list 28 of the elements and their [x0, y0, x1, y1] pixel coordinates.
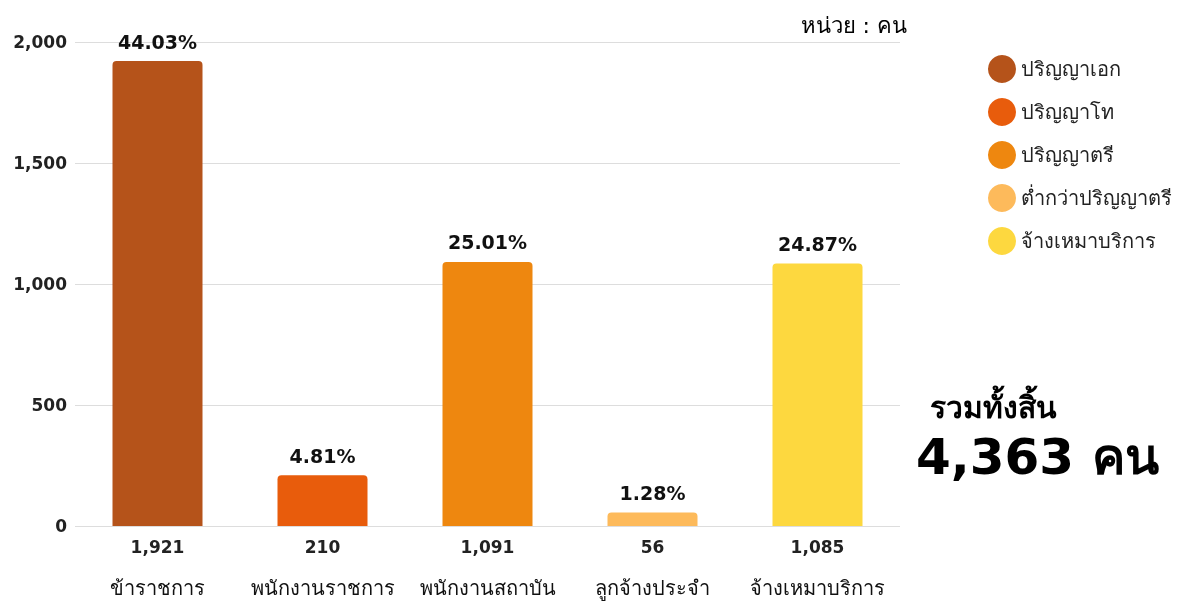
data-label: 1,091 [460, 536, 515, 557]
text: 4,363 คน [916, 428, 1159, 486]
data-label: 1,085 [790, 536, 845, 557]
text: รวมทั้งสิ้น [930, 384, 1057, 425]
x-tick-label: พนักงานราชการ [250, 576, 395, 600]
annotation: 4.81% [289, 444, 356, 467]
annotation: 24.87% [777, 232, 858, 255]
legend-label: ต่ำกว่าปริญญาตรี [1021, 184, 1172, 210]
y-tick-label: 1,000 [13, 274, 68, 294]
x-tick-label: ลูกจ้างประจำ [595, 576, 710, 601]
y-tick-label: 0 [55, 516, 68, 536]
data-label: 56 [640, 536, 665, 557]
legend-label: ปริญญาโท [1021, 100, 1114, 124]
annotation: 25.01% [447, 231, 528, 254]
y-tick-label: 500 [31, 395, 68, 415]
data-label: 210 [304, 536, 341, 557]
y-tick-label: 2,000 [13, 32, 68, 52]
annotation: 1.28% [619, 481, 686, 504]
x-tick-label: จ้างเหมาบริการ [750, 576, 885, 600]
annotation: 44.03% [117, 30, 198, 53]
legend-label: ปริญญาเอก [1021, 57, 1121, 81]
x-tick-label: ข้าราชการ [110, 576, 205, 600]
x-tick-label: พนักงานสถาบัน [419, 576, 556, 600]
data-label: 1,921 [130, 536, 185, 557]
text: หน่วย : คน [800, 12, 907, 38]
legend-label: ปริญญาตรี [1021, 143, 1114, 167]
legend-label: จ้างเหมาบริการ [1021, 229, 1156, 253]
y-tick-label: 1,500 [13, 153, 68, 173]
